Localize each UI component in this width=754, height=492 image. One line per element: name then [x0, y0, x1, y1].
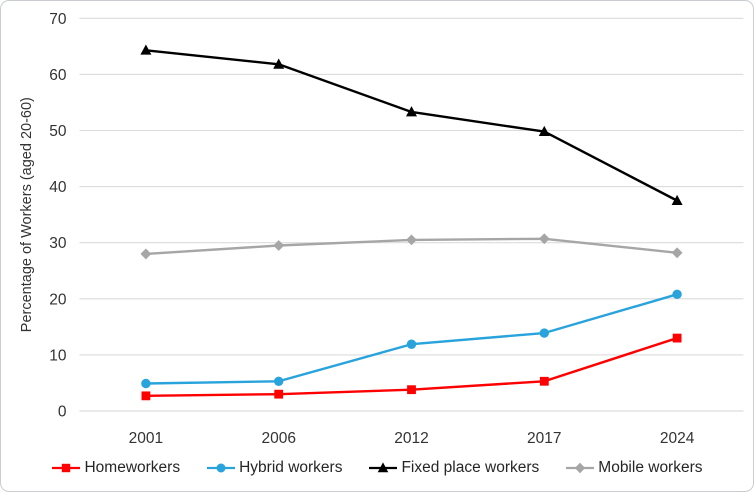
legend-label: Homeworkers	[84, 459, 181, 476]
line-chart: 0 10 20 30 40 50 60 70 Percentage of Workers (ag…	[19, 11, 744, 447]
chart-legend: Homeworkers Hybrid workers Fixed place wor…	[1, 459, 753, 477]
legend-circle-icon	[207, 463, 236, 473]
y-tick-label: 0	[58, 404, 67, 421]
series-fixed-place-workers	[140, 44, 683, 206]
series-homeworkers	[141, 333, 682, 401]
marker-triangle	[406, 106, 417, 117]
marker-square	[539, 376, 549, 386]
x-tick-label: 2012	[394, 430, 428, 447]
x-tick-label: 2001	[129, 430, 163, 447]
marker-diamond	[575, 462, 586, 474]
marker-diamond	[273, 240, 285, 251]
series-hybrid-workers	[141, 289, 682, 389]
series-mobile-workers	[140, 233, 683, 260]
marker-circle	[672, 289, 682, 300]
legend-square-icon	[52, 463, 81, 473]
x-tick-label: 2006	[261, 430, 295, 447]
y-tick-label: 70	[49, 11, 67, 28]
marker-square	[141, 391, 151, 401]
legend-label: Fixed place workers	[401, 459, 540, 476]
marker-triangle	[671, 194, 683, 206]
marker-square	[672, 333, 682, 343]
legend-item-mobile-workers: Mobile workers	[565, 459, 703, 477]
legend-diamond-icon	[566, 462, 595, 474]
marker-triangle	[140, 44, 152, 55]
y-tick-label: 20	[49, 291, 67, 308]
series-line	[145, 293, 678, 385]
marker-circle	[539, 328, 549, 338]
legend-item-homeworkers: Homeworkers	[51, 459, 180, 477]
marker-diamond	[140, 248, 152, 260]
y-tick-label: 50	[49, 123, 67, 140]
marker-diamond	[406, 234, 417, 246]
legend-triangle-icon	[369, 462, 398, 473]
y-tick-label: 40	[49, 179, 67, 196]
marker-triangle	[378, 462, 389, 473]
marker-diamond	[538, 233, 550, 245]
marker-triangle	[538, 125, 550, 137]
marker-triangle	[273, 58, 285, 69]
y-axis-title: Percentage of Workers (aged 20-60)	[19, 97, 35, 332]
marker-square	[407, 385, 416, 395]
y-tick-label: 60	[49, 67, 67, 84]
legend-label: Hybrid workers	[239, 459, 343, 476]
series-line	[145, 49, 678, 202]
marker-circle	[274, 376, 284, 386]
marker-square	[62, 463, 71, 473]
y-tick-label: 30	[49, 235, 67, 252]
legend-label: Mobile workers	[598, 459, 703, 476]
marker-diamond	[671, 247, 683, 259]
legend-item-hybrid-workers: Hybrid workers	[206, 459, 342, 477]
marker-square	[274, 389, 284, 399]
marker-circle	[216, 463, 226, 473]
x-tick-label: 2017	[527, 430, 561, 447]
marker-circle	[406, 339, 417, 349]
marker-circle	[141, 378, 151, 389]
legend-item-fixed-place-workers: Fixed place workers	[368, 459, 539, 477]
y-tick-label: 10	[49, 347, 67, 364]
x-tick-label: 2024	[660, 430, 695, 447]
